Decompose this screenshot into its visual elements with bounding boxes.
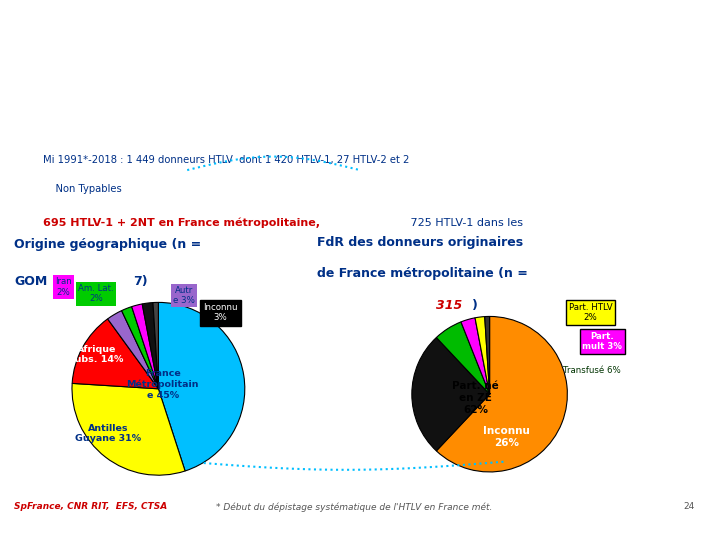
Wedge shape bbox=[143, 302, 158, 389]
Text: publique: publique bbox=[644, 57, 689, 66]
Wedge shape bbox=[72, 383, 185, 475]
Text: 7): 7) bbox=[133, 275, 148, 288]
Wedge shape bbox=[412, 338, 490, 451]
Wedge shape bbox=[72, 319, 158, 389]
Wedge shape bbox=[153, 302, 158, 389]
Text: Transfusé 6%: Transfusé 6% bbox=[564, 366, 621, 375]
Text: France
Métropolitain
e 45%: France Métropolitain e 45% bbox=[127, 369, 199, 400]
Text: Non Typables: Non Typables bbox=[43, 184, 122, 194]
Wedge shape bbox=[158, 302, 245, 471]
Text: 315: 315 bbox=[436, 299, 462, 312]
Text: FRANCE MÉTROPOLITAINE, MI-1991*-2018: FRANCE MÉTROPOLITAINE, MI-1991*-2018 bbox=[11, 94, 390, 111]
Text: Am. Lat.
2%: Am. Lat. 2% bbox=[78, 284, 114, 303]
Text: Antilles
Guyane 31%: Antilles Guyane 31% bbox=[75, 424, 141, 443]
Text: +: + bbox=[11, 57, 24, 72]
Text: Origine géographique (n =: Origine géographique (n = bbox=[14, 238, 202, 251]
Wedge shape bbox=[132, 304, 158, 389]
Text: FdR des donneurs originaires: FdR des donneurs originaires bbox=[317, 237, 523, 249]
Text: Part. HTLV
2%: Part. HTLV 2% bbox=[569, 303, 613, 322]
Text: 725 HTLV-1 dans les: 725 HTLV-1 dans les bbox=[407, 218, 523, 228]
Wedge shape bbox=[485, 316, 490, 394]
Text: Autr
e 3%: Autr e 3% bbox=[174, 286, 195, 305]
Text: SpFrance, CNR RIT,  EFS, CTSA: SpFrance, CNR RIT, EFS, CTSA bbox=[14, 502, 168, 511]
Wedge shape bbox=[122, 307, 158, 389]
Text: GOM: GOM bbox=[14, 275, 48, 288]
Text: France: France bbox=[644, 91, 675, 100]
Text: Inconnu
3%: Inconnu 3% bbox=[203, 303, 238, 322]
Wedge shape bbox=[436, 316, 567, 472]
Text: * Début du dépistage systématique de l'HTLV en France mét.: * Début du dépistage systématique de l'H… bbox=[216, 502, 492, 511]
Wedge shape bbox=[461, 318, 490, 394]
Text: Mi 1991*-2018 : 1 449 donneurs HTLV  dont 1 420 HTLV-1, 27 HTLV-2 et 2: Mi 1991*-2018 : 1 449 donneurs HTLV dont… bbox=[43, 155, 410, 165]
Text: Santé: Santé bbox=[644, 23, 674, 32]
Wedge shape bbox=[107, 310, 158, 389]
Text: 24: 24 bbox=[683, 502, 695, 511]
Wedge shape bbox=[475, 316, 490, 394]
Text: Inconnu
26%: Inconnu 26% bbox=[483, 426, 530, 448]
Text: ): ) bbox=[472, 299, 477, 312]
Text: FACTEURS DE RISQUE DES DONNEURS HTLV: FACTEURS DE RISQUE DES DONNEURS HTLV bbox=[11, 8, 405, 23]
Text: Part. né
en ZE
62%: Part. né en ZE 62% bbox=[452, 381, 499, 415]
Text: 695 HTLV-1 + 2NT en France métropolitaine,: 695 HTLV-1 + 2NT en France métropolitain… bbox=[43, 218, 320, 228]
Text: de France métropolitaine (n =: de France métropolitaine (n = bbox=[317, 267, 528, 280]
Text: Iran
2%: Iran 2% bbox=[55, 277, 72, 296]
Text: Part.
mult 3%: Part. mult 3% bbox=[582, 332, 622, 351]
Wedge shape bbox=[436, 322, 490, 394]
Text: Afrique
subs. 14%: Afrique subs. 14% bbox=[69, 345, 123, 364]
